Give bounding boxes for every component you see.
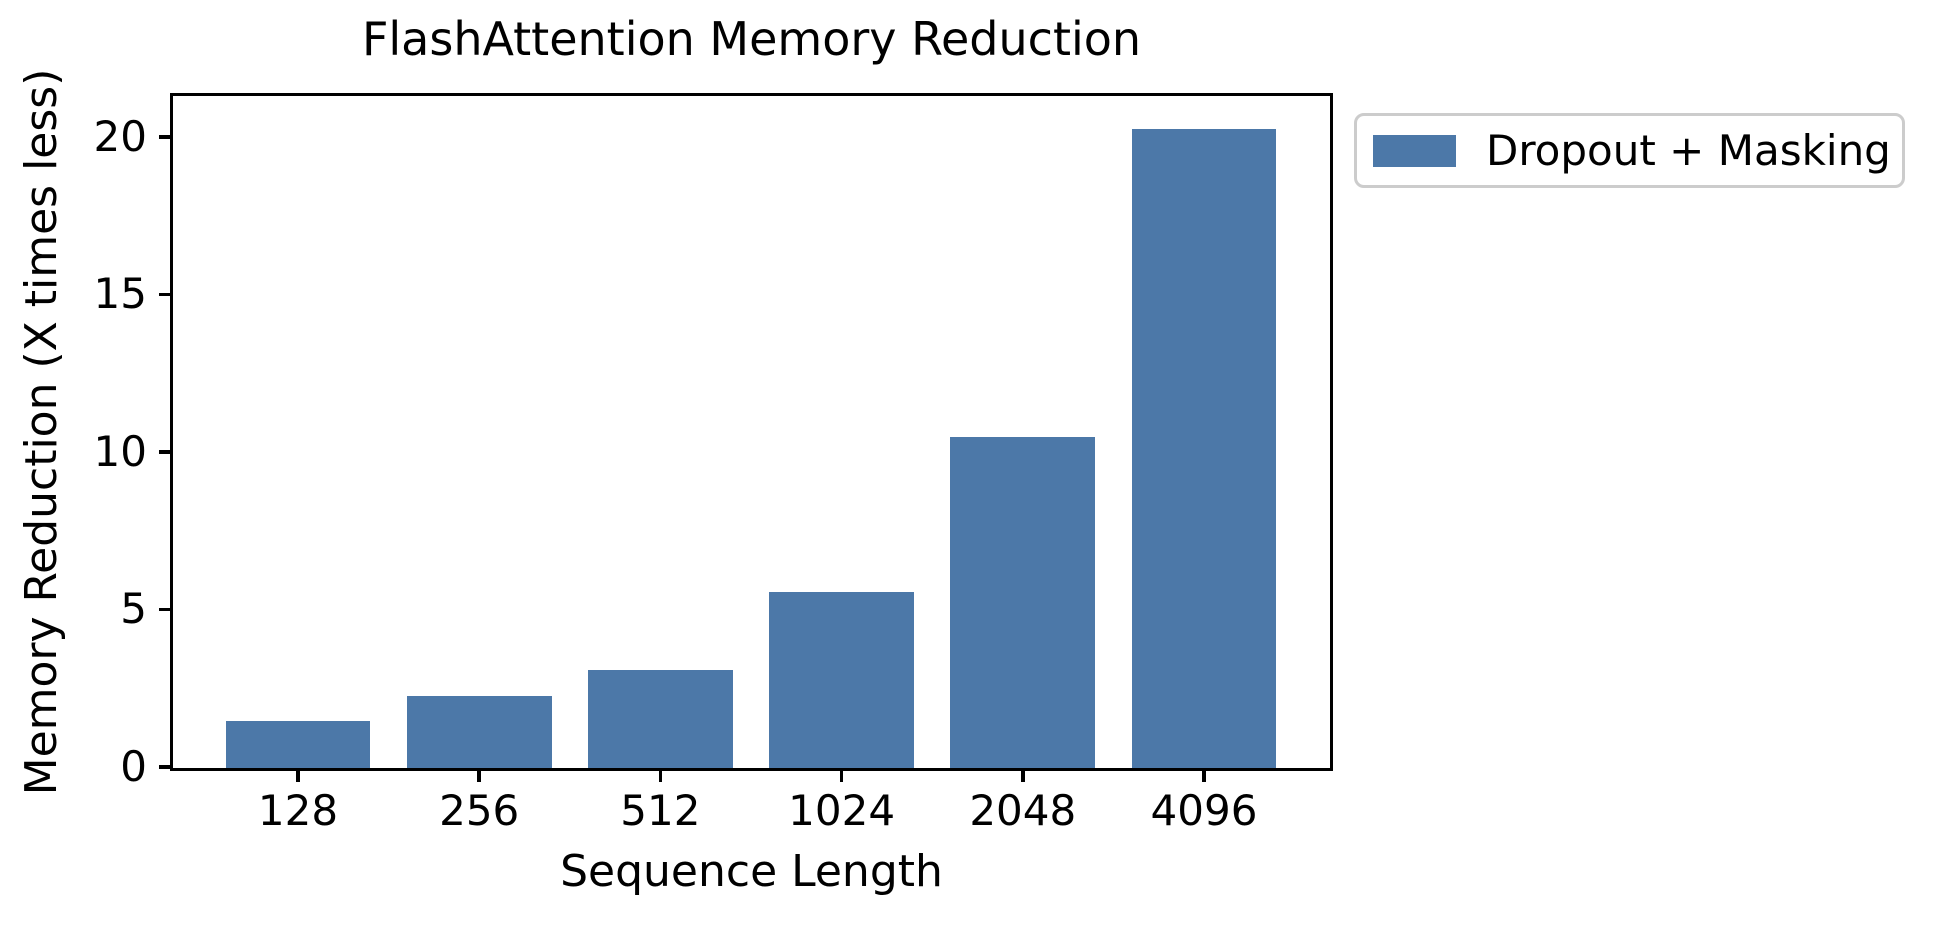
y-tick-label: 10 — [93, 426, 147, 476]
y-axis-label: Memory Reduction (X times less) — [16, 68, 67, 796]
x-tick-mark — [1202, 768, 1206, 782]
x-tick-label: 512 — [620, 786, 701, 835]
x-tick-mark — [1021, 768, 1025, 782]
y-tick-mark — [159, 135, 173, 139]
x-tick-mark — [477, 768, 481, 782]
y-tick-mark — [159, 765, 173, 769]
x-tick-label: 256 — [439, 786, 520, 835]
y-tick-mark — [159, 450, 173, 454]
bar — [769, 591, 915, 768]
x-tick-mark — [658, 768, 663, 782]
chart-title: FlashAttention Memory Reduction — [361, 12, 1142, 66]
legend: Dropout + Masking — [1354, 113, 1905, 188]
legend-swatch — [1373, 134, 1456, 167]
y-tick-label: 0 — [120, 742, 147, 791]
bar — [950, 437, 1096, 768]
y-tick-mark — [159, 607, 173, 612]
bar — [1131, 128, 1277, 768]
bar — [406, 695, 552, 768]
x-tick-label: 1024 — [788, 786, 896, 835]
legend-label: Dropout + Masking — [1486, 125, 1891, 175]
x-tick-mark — [839, 768, 844, 782]
bar — [225, 720, 371, 768]
y-tick-label: 15 — [93, 269, 147, 319]
x-axis-label: Sequence Length — [560, 846, 943, 897]
x-tick-label: 2048 — [969, 786, 1077, 835]
plot-area: 0 5 10 15 20 128 256 512 1024 2048 4096 Sequence … — [94, 93, 1333, 894]
y-tick-label: 20 — [93, 111, 147, 161]
bar — [587, 670, 733, 768]
y-tick-label: 5 — [120, 584, 147, 634]
x-tick-label: 128 — [257, 786, 339, 835]
x-tick-label: 4096 — [1150, 786, 1258, 835]
y-tick-mark — [159, 292, 173, 297]
x-tick-mark — [296, 768, 300, 782]
